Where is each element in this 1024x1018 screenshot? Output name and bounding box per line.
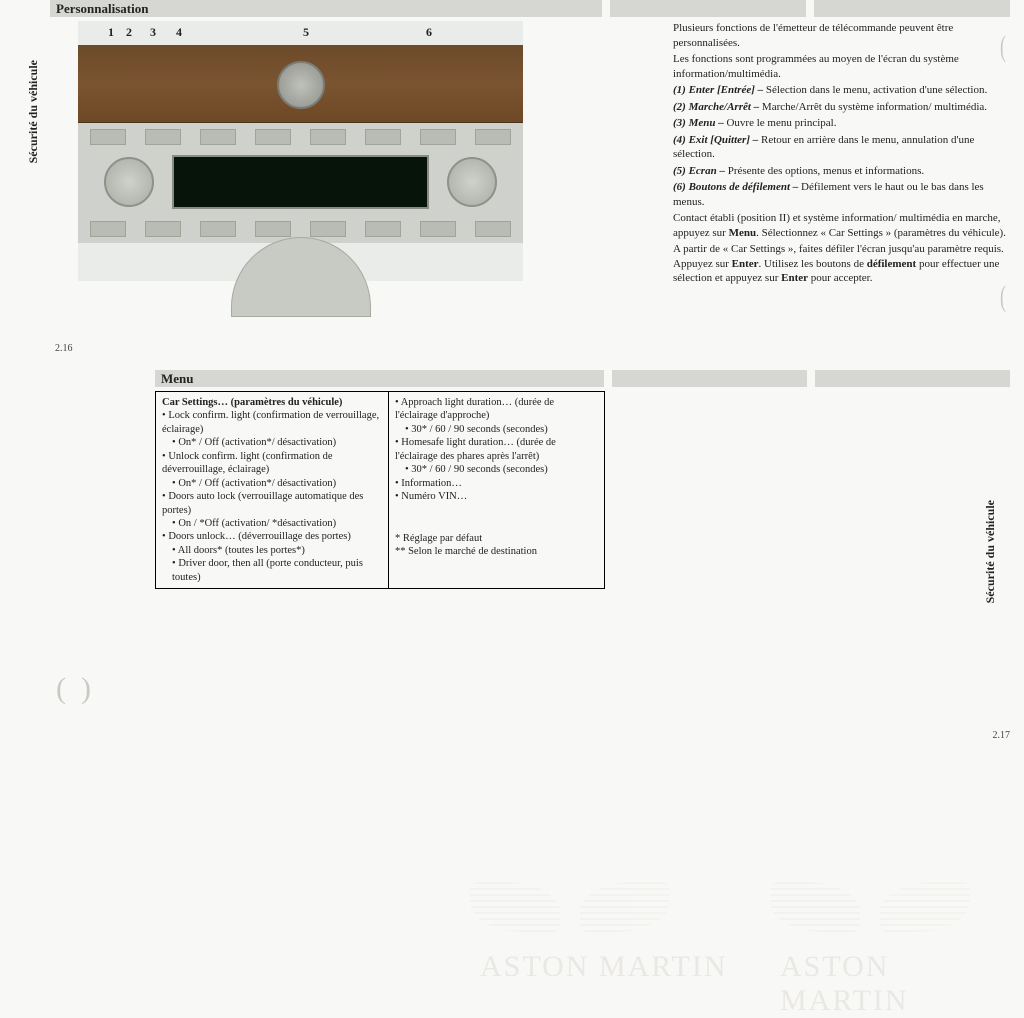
heading-personnalisation: Personnalisation xyxy=(50,0,602,17)
menu-item: Doors unlock… (déverrouillage des portes… xyxy=(162,530,382,543)
menu-item: Numéro VIN… xyxy=(395,490,598,503)
figure-callout: 4 xyxy=(176,25,182,40)
control-description: (3) Menu – Ouvre le menu principal. xyxy=(673,116,1010,131)
page-menu: Menu Car Settings… (paramètres du véhicu… xyxy=(0,370,1024,745)
menu-item: 30* / 60 / 90 seconds (secondes) xyxy=(395,463,598,476)
menu-item: Driver door, then all (porte conducteur,… xyxy=(162,557,382,584)
menu-item: On* / Off (activation*/ désactivation) xyxy=(162,436,382,449)
menu-item: Approach light duration… (durée de l'écl… xyxy=(395,396,598,423)
menu-item: Homesafe light duration… (durée de l'écl… xyxy=(395,436,598,463)
intro-text: Les fonctions sont programmées au moyen … xyxy=(673,52,1010,81)
instruction-text: A partir de « Car Settings », faites déf… xyxy=(673,242,1010,286)
menu-item: Information… xyxy=(395,477,598,490)
logo-wings-watermark xyxy=(770,882,970,936)
menu-item: All doors* (toutes les portes*) xyxy=(162,544,382,557)
menu-item: 30* / 60 / 90 seconds (secondes) xyxy=(395,423,598,436)
menu-item: Doors auto lock (verrouillage automatiqu… xyxy=(162,490,382,517)
heading-menu: Menu xyxy=(155,370,604,387)
control-description: (6) Boutons de défilement – Défilement v… xyxy=(673,180,1010,209)
heading-spacer xyxy=(814,0,1010,17)
page-personnalisation: Personnalisation 12 3 4 5 6 Plusieurs foncti… xyxy=(0,0,1024,360)
menu-item: On* / Off (activation*/ désactivation) xyxy=(162,477,382,490)
figure-callout: 5 xyxy=(303,25,309,40)
figure-callout: 6 xyxy=(426,25,432,40)
menu-settings-table: Car Settings… (paramètres du véhicule)Lo… xyxy=(155,391,605,589)
heading-spacer xyxy=(612,370,807,387)
menu-item: Car Settings… (paramètres du véhicule) xyxy=(162,396,382,409)
figure-callout: 1 xyxy=(108,25,114,40)
logo-wings-watermark xyxy=(470,882,670,936)
instruction-text: Contact établi (position II) et système … xyxy=(673,211,1010,240)
figure-callout: 3 xyxy=(150,25,156,40)
control-description: (1) Enter [Entrée] – Sélection dans le m… xyxy=(673,83,1010,98)
control-description: (4) Exit [Quitter] – Retour en arrière d… xyxy=(673,133,1010,162)
heading-spacer xyxy=(815,370,1010,387)
page-number: 2.17 xyxy=(993,730,1011,741)
heading-spacer xyxy=(610,0,806,17)
brand-watermark: ASTON MARTIN xyxy=(780,950,1024,1018)
intro-text: Plusieurs fonctions de l'émetteur de tél… xyxy=(673,21,1010,50)
footnote: * Réglage par défaut xyxy=(395,532,598,545)
control-description: (5) Ecran – Présente des options, menus … xyxy=(673,164,1010,179)
control-description: (2) Marche/Arrêt – Marche/Arrêt du systè… xyxy=(673,100,1010,115)
menu-item: Lock confirm. light (confirmation de ver… xyxy=(162,409,382,436)
footnote: ** Selon le marché de destination xyxy=(395,545,598,558)
description-text: Plusieurs fonctions de l'émetteur de tél… xyxy=(673,21,1010,288)
page-number: 2.16 xyxy=(55,343,73,354)
console-figure: 12 3 4 5 6 xyxy=(78,21,523,281)
brand-watermark: ASTON MARTIN xyxy=(480,950,728,984)
figure-callout: 2 xyxy=(126,25,132,40)
menu-item: On / *Off (activation/ *désactivation) xyxy=(162,517,382,530)
menu-item: Unlock confirm. light (confirmation de d… xyxy=(162,450,382,477)
